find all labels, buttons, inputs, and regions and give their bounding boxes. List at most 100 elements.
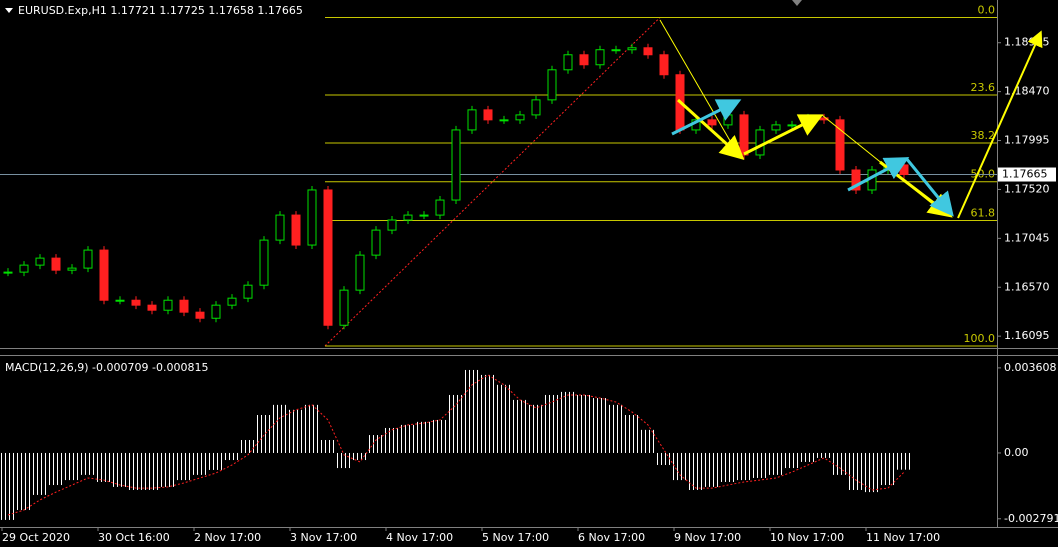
candle-body	[131, 299, 141, 306]
x-tick-label: 6 Nov 17:00	[578, 531, 645, 544]
histogram-bar	[320, 439, 336, 453]
histogram-bar	[224, 452, 240, 461]
candle-body	[163, 299, 173, 311]
candle-body	[755, 129, 765, 156]
candle-body	[547, 69, 557, 101]
candle-body	[67, 267, 77, 271]
y-tick-label: 1.17520	[1004, 182, 1050, 195]
candle-body	[227, 297, 237, 306]
candle-body	[307, 189, 317, 246]
fibo-label: 0.0	[978, 4, 996, 17]
candle-body	[787, 124, 797, 127]
histogram-bar	[16, 452, 32, 511]
candle-body	[451, 129, 461, 201]
candle-body	[419, 214, 429, 217]
candle-body	[99, 249, 109, 301]
x-tick-label: 5 Nov 17:00	[482, 531, 549, 544]
x-tick-label: 30 Oct 16:00	[98, 531, 170, 544]
histogram-bar	[736, 452, 752, 481]
shift-marker	[792, 0, 802, 6]
candle-body	[35, 257, 45, 266]
candle-body	[435, 199, 445, 216]
candle-body	[563, 54, 573, 71]
histogram-bar	[784, 452, 800, 469]
candle-body	[483, 109, 493, 121]
histogram-bar	[576, 394, 592, 453]
low: 1.17658	[208, 4, 254, 17]
histogram-bar	[704, 452, 720, 487]
histogram-bar	[176, 452, 192, 481]
histogram-bar	[0, 452, 16, 520]
candle-body	[291, 214, 301, 246]
candle-body	[275, 214, 285, 241]
histogram-bar	[688, 452, 704, 490]
histogram-bar	[96, 452, 112, 482]
y-tick-label: 1.17995	[1004, 134, 1050, 147]
candle-body	[579, 54, 589, 66]
histogram-bar	[288, 409, 304, 453]
histogram-bar	[832, 452, 848, 475]
histogram-bar	[544, 394, 560, 453]
y-tick-label: 1.18945	[1004, 36, 1050, 49]
candle-body	[323, 189, 333, 326]
candle-body	[371, 229, 381, 256]
candle-body	[51, 257, 61, 271]
y-tick-label: 0.003608	[1004, 361, 1057, 374]
histogram-bar	[64, 452, 80, 481]
histogram-bar	[864, 452, 880, 493]
histogram-bar	[80, 452, 96, 475]
histogram-bar	[512, 399, 528, 453]
candle-body	[659, 54, 669, 76]
candle-body	[19, 264, 29, 273]
macd-main: -0.000709	[92, 361, 148, 374]
x-tick-label: 9 Nov 17:00	[674, 531, 741, 544]
signal-line	[7, 374, 905, 516]
y-tick-label: -0.002791	[1004, 512, 1058, 525]
x-tick-label: 4 Nov 17:00	[386, 531, 453, 544]
open: 1.17721	[110, 4, 156, 17]
y-tick-label: 1.18470	[1004, 85, 1050, 98]
histogram-bar	[256, 415, 272, 453]
frame	[0, 0, 1058, 528]
histogram-bar	[160, 452, 176, 487]
histogram-bar	[592, 398, 608, 453]
histogram-bar	[240, 439, 256, 453]
histogram-bar	[448, 394, 464, 453]
candle-body	[515, 114, 525, 121]
drawings	[659, 19, 1043, 219]
y-tick-label: 0.00	[1004, 446, 1029, 459]
histogram-bar	[416, 421, 432, 453]
histogram-bar	[640, 429, 656, 453]
x-tick-label: 29 Oct 2020	[2, 531, 70, 544]
marks: 1.18945 1.18470 1.17995 1.17520 1.17045 1.165…	[0, 4, 1058, 544]
candle-body	[387, 219, 397, 231]
histogram-bar	[656, 452, 672, 465]
histogram-bar	[800, 452, 816, 462]
x-tick-label: 2 Nov 17:00	[194, 531, 261, 544]
header: EURUSD.Exp,H1 1.17721 1.17725 1.17658 1.…	[18, 4, 303, 17]
candle-body	[147, 304, 157, 311]
fibo-label: 61.8	[971, 206, 996, 219]
histogram-bar	[400, 424, 416, 453]
candle-body	[355, 254, 365, 291]
menu-arrow[interactable]	[5, 8, 13, 13]
candle-body	[851, 169, 861, 191]
histogram-bar	[624, 415, 640, 453]
candle-body	[899, 164, 909, 176]
histogram-bar	[848, 452, 864, 490]
histogram-bar	[464, 369, 480, 453]
fibo-label: 100.0	[964, 332, 996, 345]
bid-label: 1.17665	[1002, 168, 1048, 181]
candle-body	[499, 119, 509, 122]
histogram-bar	[816, 452, 832, 458]
fibo-label: 23.6	[971, 81, 996, 94]
histogram-bar	[272, 404, 288, 453]
candle-body	[723, 114, 733, 126]
histogram-bar	[608, 404, 624, 453]
histogram-bar	[192, 452, 208, 475]
candle-body	[115, 299, 125, 302]
histogram-bar	[48, 452, 64, 486]
candle-body	[179, 299, 189, 313]
close: 1.17665	[257, 4, 303, 17]
